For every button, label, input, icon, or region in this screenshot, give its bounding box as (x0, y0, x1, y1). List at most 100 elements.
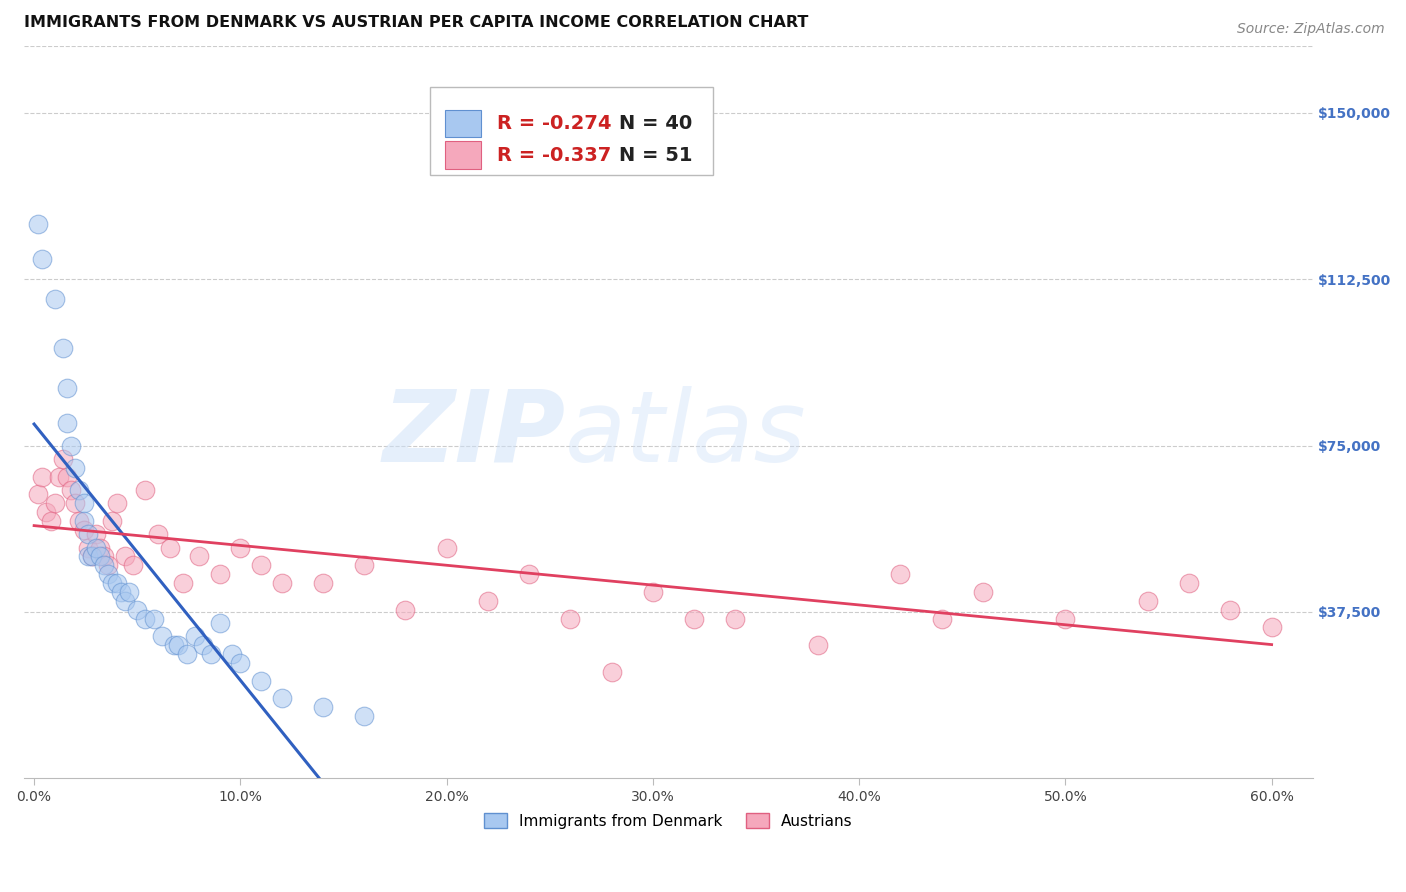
Point (641, 585, 664, 599)
Point (60, 439, 83, 453)
Point (163, 638, 186, 652)
Text: R = -0.337: R = -0.337 (496, 145, 612, 165)
Point (105, 496, 128, 510)
Point (69, 483, 91, 497)
Point (56, 417, 79, 431)
Point (35, 505, 58, 519)
Point (31, 469, 53, 483)
Point (122, 558, 145, 573)
Point (517, 567, 540, 582)
Point (353, 709, 375, 723)
Point (48, 469, 70, 483)
Point (724, 611, 747, 625)
Point (76, 549, 98, 564)
Point (208, 615, 231, 630)
Point (167, 638, 190, 652)
Point (560, 611, 582, 625)
Point (394, 603, 416, 617)
Point (150, 629, 173, 643)
Point (101, 576, 124, 591)
Point (1136, 594, 1159, 608)
Point (27, 217, 49, 231)
Point (188, 549, 211, 564)
Point (44, 496, 66, 510)
Point (80, 549, 103, 564)
Point (250, 673, 273, 688)
Point (65, 496, 87, 510)
Point (312, 700, 335, 714)
Point (84, 541, 107, 555)
Point (176, 647, 198, 661)
Point (250, 558, 273, 573)
Point (477, 594, 499, 608)
Point (44, 292, 66, 306)
Point (114, 549, 136, 564)
Point (56, 469, 79, 483)
Point (353, 558, 375, 573)
Point (76, 527, 98, 541)
Point (60, 483, 83, 497)
Point (134, 483, 156, 497)
Text: R = -0.274: R = -0.274 (496, 114, 612, 133)
Point (1260, 620, 1282, 634)
Bar (446, 141, 481, 169)
Text: N = 40: N = 40 (620, 114, 693, 133)
Point (27, 487, 49, 501)
Point (114, 594, 136, 608)
Point (89, 549, 111, 564)
Point (1054, 611, 1077, 625)
Point (56, 381, 79, 395)
Point (208, 567, 231, 582)
Point (193, 638, 215, 652)
Point (39, 514, 62, 528)
Legend: Immigrants from Denmark, Austrians: Immigrants from Denmark, Austrians (477, 805, 860, 837)
Point (72, 514, 94, 528)
Point (118, 585, 141, 599)
FancyBboxPatch shape (430, 87, 713, 175)
Point (807, 638, 830, 652)
Text: Source: ZipAtlas.com: Source: ZipAtlas.com (1237, 22, 1385, 37)
Point (229, 656, 252, 670)
Point (97, 558, 120, 573)
Point (89, 541, 111, 555)
Point (229, 541, 252, 555)
Point (127, 603, 149, 617)
Text: N = 51: N = 51 (620, 145, 693, 165)
Point (80, 549, 103, 564)
Text: IMMIGRANTS FROM DENMARK VS AUSTRIAN PER CAPITA INCOME CORRELATION CHART: IMMIGRANTS FROM DENMARK VS AUSTRIAN PER … (24, 15, 808, 30)
Point (105, 576, 128, 591)
Point (184, 629, 207, 643)
Point (84, 527, 107, 541)
Point (270, 691, 292, 706)
Point (93, 549, 115, 564)
Point (72, 496, 94, 510)
Point (972, 585, 994, 599)
Bar (446, 110, 481, 137)
Text: atlas: atlas (565, 385, 807, 483)
Point (52, 341, 75, 355)
Point (683, 611, 706, 625)
Point (172, 576, 194, 591)
Point (110, 585, 132, 599)
Point (31, 252, 53, 267)
Point (69, 514, 91, 528)
Point (52, 451, 75, 466)
Point (76, 541, 98, 555)
Point (93, 558, 115, 573)
Text: ZIP: ZIP (382, 385, 565, 483)
Point (600, 665, 623, 679)
Point (146, 527, 169, 541)
Point (97, 567, 120, 582)
Point (159, 541, 181, 555)
Point (436, 541, 458, 555)
Point (200, 647, 222, 661)
Point (142, 611, 165, 625)
Point (931, 611, 953, 625)
Point (312, 576, 335, 591)
Point (889, 567, 911, 582)
Point (65, 460, 87, 475)
Point (1219, 603, 1241, 617)
Point (1178, 576, 1201, 591)
Point (270, 576, 292, 591)
Point (221, 647, 243, 661)
